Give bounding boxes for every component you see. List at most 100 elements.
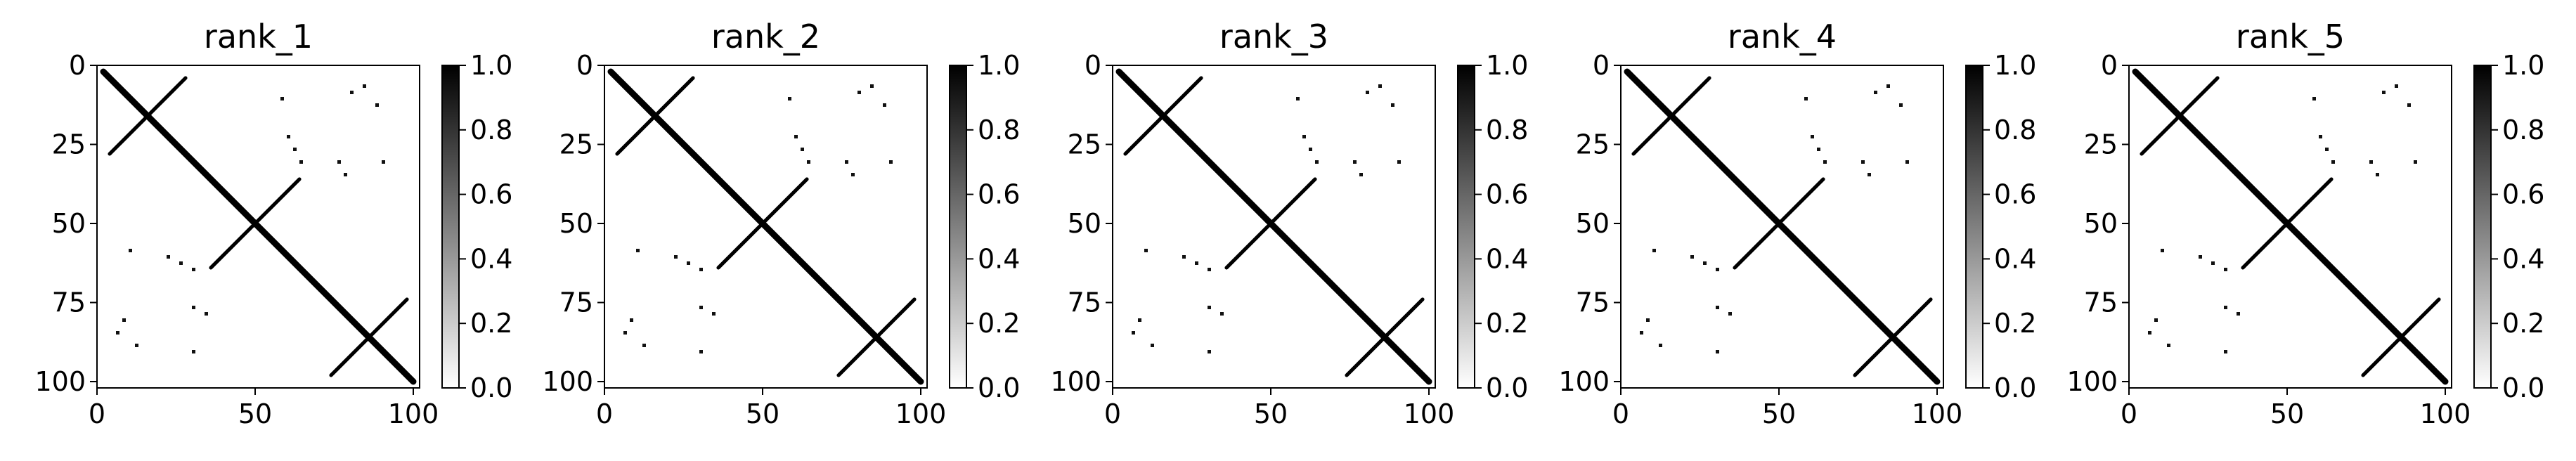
colorbar-tick-label: 0.6 [1486, 179, 1528, 210]
colorbar: 0.0 0.2 0.4 0.6 0.8 1.0 [949, 50, 1020, 403]
x-tick-label: 100 [1404, 398, 1455, 429]
y-tick-label: 75 [52, 287, 86, 318]
colorbar: 0.0 0.2 0.4 0.6 0.8 1.0 [2473, 50, 2544, 403]
colorbar-tick-label: 0.8 [1486, 115, 1528, 145]
colorbar-tick-label: 0.8 [470, 115, 512, 145]
colorbar-tick-label: 0.4 [978, 243, 1020, 274]
x-tick-label: 0 [1104, 398, 1121, 429]
y-tick-label: 100 [542, 366, 593, 397]
y-tick-label: 100 [2066, 366, 2118, 397]
y-tick-label: 75 [559, 287, 593, 318]
colorbar-tick-label: 0.0 [978, 372, 1020, 403]
colorbar-tick-label: 0.2 [978, 308, 1020, 339]
x-tick-label: 0 [1612, 398, 1629, 429]
y-tick-label: 100 [1558, 366, 1610, 397]
colorbar-tick-label: 1.0 [1994, 50, 2036, 81]
colorbar-gradient [1965, 65, 1983, 389]
colorbar-gradient [949, 65, 967, 389]
colorbar-gradient [2473, 65, 2492, 389]
y-tick-label: 25 [559, 129, 593, 160]
x-tick-label: 50 [1254, 398, 1288, 429]
colorbar-tick-label: 0.4 [1994, 243, 2036, 274]
y-tick-label: 25 [2084, 129, 2118, 160]
colorbar-gradient [1457, 65, 1475, 389]
colorbar-tick-label: 0.0 [1994, 372, 2036, 403]
colorbar-tick-label: 0.4 [1486, 243, 1528, 274]
colorbar-tick-label: 0.4 [2502, 243, 2544, 274]
x-tick-label: 50 [238, 398, 272, 429]
heatmap-plot-area [604, 65, 927, 388]
colorbar-tick-label: 0.0 [2502, 372, 2544, 403]
plot-frame [1620, 65, 1944, 389]
colorbar-tick-label: 1.0 [1486, 50, 1528, 81]
colorbar-tick-label: 0.0 [470, 372, 512, 403]
colorbar-tick-label: 0.6 [470, 179, 512, 210]
x-tick-label: 100 [388, 398, 439, 429]
y-tick-label: 50 [1576, 208, 1610, 239]
x-tick-label: 50 [1762, 398, 1796, 429]
y-tick-label: 75 [2084, 287, 2118, 318]
y-tick-label: 75 [1068, 287, 1101, 318]
y-tick-label: 75 [1576, 287, 1610, 318]
x-tick-label: 0 [2121, 398, 2137, 429]
y-tick-label: 0 [576, 50, 593, 81]
chart-title: rank_2 [711, 18, 820, 56]
heatmap-plot-area [1621, 65, 1943, 388]
colorbar-tick-label: 0.8 [2502, 115, 2544, 145]
heatmap-plot-area [97, 65, 420, 388]
y-tick-label: 50 [2084, 208, 2118, 239]
heatmap-plot-area [1113, 65, 1435, 388]
y-tick-label: 25 [1576, 129, 1610, 160]
colorbar-tick-label: 1.0 [978, 50, 1020, 81]
colorbar-tick-label: 0.2 [1486, 308, 1528, 339]
y-tick-label: 100 [1050, 366, 1101, 397]
colorbar: 0.0 0.2 0.4 0.6 0.8 1.0 [441, 50, 512, 403]
y-tick-label: 25 [52, 129, 86, 160]
y-tick-label: 25 [1068, 129, 1101, 160]
heatmap-plot-area [2129, 65, 2452, 388]
colorbar: 0.0 0.2 0.4 0.6 0.8 1.0 [1965, 50, 2036, 403]
y-tick-label: 50 [1068, 208, 1101, 239]
colorbar-tick-label: 0.6 [2502, 179, 2544, 210]
plot-frame [1112, 65, 1436, 389]
plot-frame [96, 65, 420, 389]
x-tick-label: 100 [2420, 398, 2471, 429]
colorbar-tick-label: 1.0 [470, 50, 512, 81]
colorbar-tick-label: 0.4 [470, 243, 512, 274]
colorbar-tick-label: 0.6 [1994, 179, 2036, 210]
chart-title: rank_3 [1219, 18, 1328, 56]
plot-frame [604, 65, 928, 389]
x-tick-label: 100 [895, 398, 947, 429]
colorbar-tick-label: 0.2 [2502, 308, 2544, 339]
x-tick-label: 0 [596, 398, 613, 429]
chart-title: rank_5 [2236, 18, 2345, 56]
colorbar-tick-label: 0.0 [1486, 372, 1528, 403]
x-tick-label: 100 [1912, 398, 1963, 429]
colorbar-tick-label: 0.8 [978, 115, 1020, 145]
y-tick-label: 100 [34, 366, 86, 397]
y-tick-label: 0 [1085, 50, 1101, 81]
chart-title: rank_1 [204, 18, 313, 56]
y-tick-label: 50 [52, 208, 86, 239]
y-tick-label: 0 [69, 50, 86, 81]
chart-title: rank_4 [1728, 18, 1837, 56]
colorbar-tick-label: 0.2 [1994, 308, 2036, 339]
y-tick-label: 0 [2101, 50, 2118, 81]
x-tick-label: 50 [746, 398, 779, 429]
y-tick-label: 0 [1593, 50, 1610, 81]
plot-frame [2128, 65, 2452, 389]
colorbar-tick-label: 0.6 [978, 179, 1020, 210]
colorbar-gradient [441, 65, 460, 389]
colorbar-tick-label: 0.8 [1994, 115, 2036, 145]
colorbar: 0.0 0.2 0.4 0.6 0.8 1.0 [1457, 50, 1528, 403]
colorbar-tick-label: 1.0 [2502, 50, 2544, 81]
x-tick-label: 0 [89, 398, 105, 429]
x-tick-label: 50 [2270, 398, 2304, 429]
y-tick-label: 50 [559, 208, 593, 239]
